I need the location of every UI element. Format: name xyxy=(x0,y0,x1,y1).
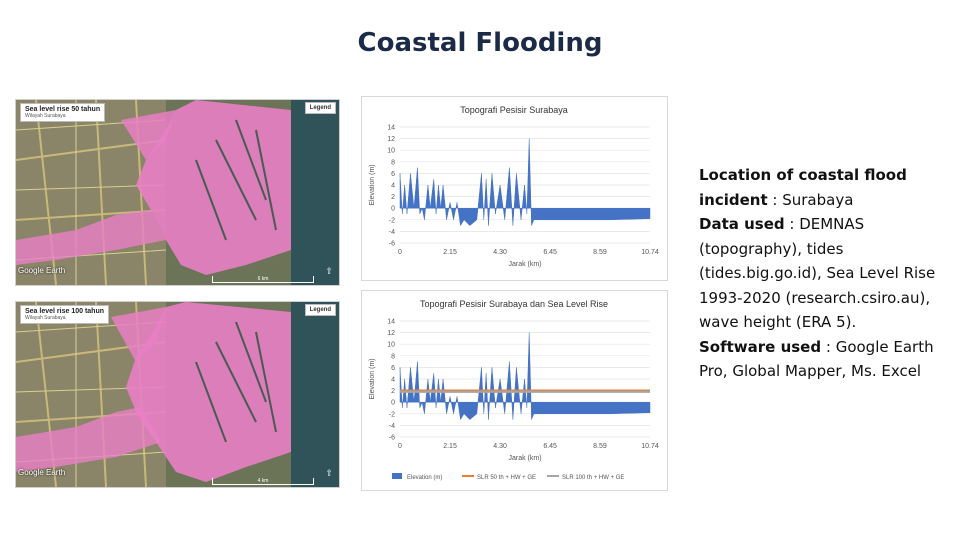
y-tick-label: -6 xyxy=(389,241,395,248)
map-title-box: Sea level rise 100 tahun Wilayah Surabay… xyxy=(20,305,109,324)
y-tick-label: 6 xyxy=(391,171,395,178)
x-tick-label: 0 xyxy=(398,443,402,450)
y-tick-label: 10 xyxy=(387,148,395,155)
satellite-map-image xyxy=(16,302,339,487)
y-tick-label: 10 xyxy=(387,342,395,349)
scale-bar: 6 km xyxy=(212,276,314,283)
chart-topografi-svg: Topografi Pesisir Surabaya -6 -4 -2 0 2 4 6 8 10 1… xyxy=(369,105,659,268)
north-arrow-icon: ⇧ xyxy=(325,469,333,479)
y-tick-label: 14 xyxy=(387,125,395,132)
google-earth-watermark: Google Earth xyxy=(18,468,66,477)
info-panel: Location of coastal flood incident : Sur… xyxy=(699,163,944,384)
y-tick-label: 2 xyxy=(391,388,395,395)
y-tick-label: 0 xyxy=(391,400,395,407)
y-tick-label: -6 xyxy=(389,435,395,442)
x-axis-label: Jarak (km) xyxy=(508,261,541,268)
map-title: Sea level rise 100 tahun xyxy=(25,308,104,315)
x-axis-label: Jarak (km) xyxy=(508,455,541,462)
y-tick-label: 8 xyxy=(391,159,395,166)
x-tick-label: 10.74 xyxy=(641,443,659,450)
location-label: Location of coastal flood incident xyxy=(699,166,907,209)
page-title: Coastal Flooding xyxy=(357,28,603,58)
google-earth-watermark: Google Earth xyxy=(18,266,66,275)
x-tick-label: 10.74 xyxy=(641,249,659,256)
y-tick-label: 14 xyxy=(387,319,395,326)
legend-swatch xyxy=(392,473,402,479)
legend-button[interactable]: Legend xyxy=(304,102,336,114)
y-tick-label: 2 xyxy=(391,194,395,201)
map-subtitle: Wilayah Surabaya xyxy=(25,113,66,119)
map-sea-level-rise-50[interactable]: Sea level rise 50 tahun Wilayah Surabaya… xyxy=(15,99,340,286)
y-axis-label: Elevation (m) xyxy=(369,358,376,399)
x-tick-label: 8.59 xyxy=(593,249,607,256)
y-tick-label: 4 xyxy=(391,377,395,384)
map-subtitle: Wilayah Surabaya xyxy=(25,315,66,321)
map-sea-level-rise-100[interactable]: Sea level rise 100 tahun Wilayah Surabay… xyxy=(15,301,340,488)
y-tick-label: 8 xyxy=(391,353,395,360)
x-tick-label: 2.15 xyxy=(443,249,457,256)
y-tick-label: 6 xyxy=(391,365,395,372)
x-tick-label: 4.30 xyxy=(493,443,507,450)
chart-topografi-slr: Topografi Pesisir Surabaya dan Sea Level… xyxy=(361,290,668,491)
chart-topografi: Topografi Pesisir Surabaya -6 -4 -2 0 2 4 6 8 10 1… xyxy=(361,96,668,281)
y-tick-label: -2 xyxy=(389,217,395,224)
y-tick-label: 0 xyxy=(391,206,395,213)
chart-title: Topografi Pesisir Surabaya xyxy=(460,105,568,115)
location-value: : Surabaya xyxy=(767,190,854,209)
y-tick-label: -4 xyxy=(389,423,395,430)
x-tick-label: 2.15 xyxy=(443,443,457,450)
north-arrow-icon: ⇧ xyxy=(325,267,333,277)
x-tick-label: 6.45 xyxy=(543,249,557,256)
x-tick-label: 0 xyxy=(398,249,402,256)
legend-label: Elevation (m) xyxy=(407,475,442,481)
software-label: Software used xyxy=(699,337,822,356)
y-tick-label: 12 xyxy=(387,330,395,337)
y-tick-label: -4 xyxy=(389,229,395,236)
y-tick-label: 4 xyxy=(391,183,395,190)
x-tick-label: 6.45 xyxy=(543,443,557,450)
data-used-value: : DEMNAS (topography), tides (tides.big.… xyxy=(699,215,936,331)
chart-topografi-slr-svg: Topografi Pesisir Surabaya dan Sea Level… xyxy=(369,299,659,481)
y-tick-label: 12 xyxy=(387,136,395,143)
series-elevation xyxy=(399,332,651,421)
map-title-box: Sea level rise 50 tahun Wilayah Surabaya xyxy=(20,103,106,122)
y-axis-label: Elevation (m) xyxy=(369,164,376,205)
legend-button[interactable]: Legend xyxy=(304,304,336,316)
satellite-map-image xyxy=(16,100,339,285)
x-tick-label: 8.59 xyxy=(593,443,607,450)
software-value: : Google Earth Pro, Global Mapper, Ms. E… xyxy=(699,337,934,381)
chart-title: Topografi Pesisir Surabaya dan Sea Level… xyxy=(420,299,608,309)
legend-label: SLR 100 th + HW + GE xyxy=(562,475,624,481)
map-title: Sea level rise 50 tahun xyxy=(25,106,101,113)
data-used-label: Data used xyxy=(699,215,785,233)
series-elevation xyxy=(399,138,651,227)
y-tick-label: -2 xyxy=(389,411,395,418)
legend-label: SLR 50 th + HW + GE xyxy=(477,475,536,481)
x-tick-label: 4.30 xyxy=(493,249,507,256)
scale-bar: 4 km xyxy=(212,478,314,485)
